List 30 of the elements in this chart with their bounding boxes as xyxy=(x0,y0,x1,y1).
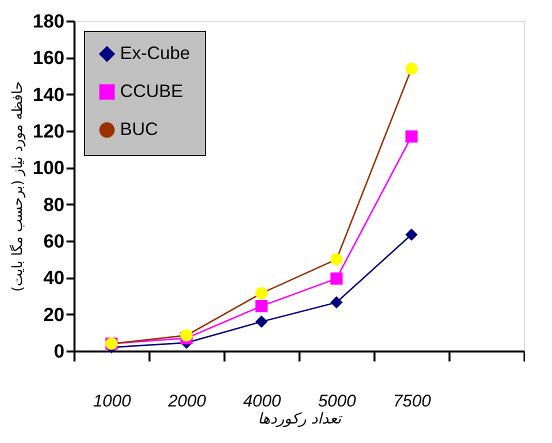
y-tick-label: 120 xyxy=(32,122,64,142)
point xyxy=(330,296,343,309)
x-tick-label: 2000 xyxy=(167,392,206,410)
point xyxy=(180,329,193,342)
point xyxy=(405,130,418,143)
y-tick-label: 140 xyxy=(32,84,64,106)
y-axis-title: حافظه مورد نیاز (برحسب مگا بایت) xyxy=(8,81,26,292)
y-tick-label: 100 xyxy=(32,158,64,180)
legend-label: Ex-Cube xyxy=(120,43,190,63)
point xyxy=(330,253,343,266)
point xyxy=(255,316,268,328)
y-tick-label: 20 xyxy=(43,304,64,326)
y-tick-label: 40 xyxy=(43,268,64,290)
y-tick-label: 80 xyxy=(43,194,64,216)
x-tick-label: 4000 xyxy=(243,392,282,410)
y-tick-label: 60 xyxy=(43,232,64,252)
point xyxy=(405,62,418,75)
legend-label: CCUBE xyxy=(120,81,184,101)
legend-label: BUC xyxy=(120,119,158,139)
x-axis-title: تعداد رکوردها xyxy=(258,410,344,428)
point xyxy=(255,300,268,312)
x-tick-label: 1000 xyxy=(93,392,132,410)
y-tick-label: 160 xyxy=(32,48,64,70)
point xyxy=(330,272,343,285)
y-tick-label: 180 xyxy=(32,12,64,32)
x-tick-label: 5000 xyxy=(318,392,356,410)
point xyxy=(255,287,268,300)
point xyxy=(405,228,418,241)
x-tick-label: 7500 xyxy=(393,392,432,410)
y-tick-label: 0 xyxy=(54,342,64,362)
